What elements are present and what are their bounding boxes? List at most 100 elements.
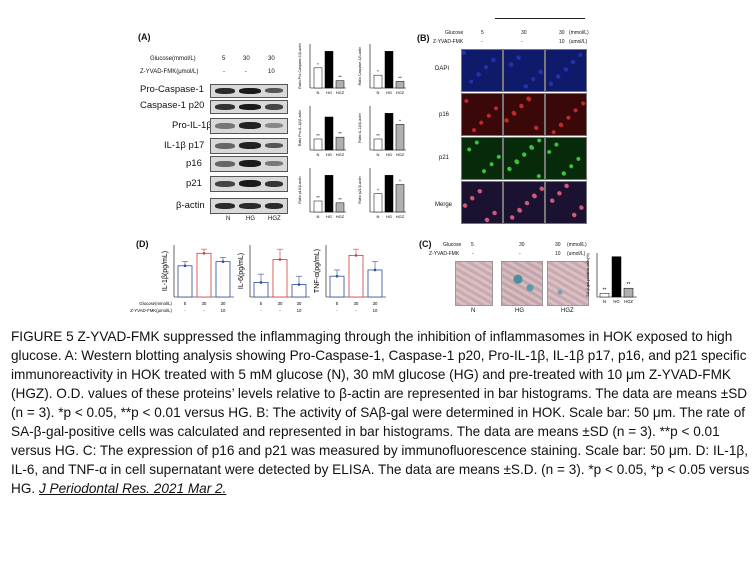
sagal-tick-label: HGZ (624, 299, 633, 304)
panel-c-zyvad-hg: - (519, 251, 521, 257)
mini-chart-3: Ratio IL-1β/β-actin ** N HG * HGZ (358, 106, 406, 157)
significance-marker: ** (376, 133, 380, 138)
panel-c-bar-chart: SA-β-gal-positive cells(%) ** N HG ** HGZ (586, 252, 637, 304)
if-row-label-p21: p21 (439, 155, 450, 161)
sagal-tick-label: N (603, 299, 606, 304)
mini-tick-label: HG (386, 152, 392, 157)
panel-c-glucose-label: Glucose (443, 242, 462, 248)
caption-citation[interactable]: J Periodontal Res. 2021 Mar 2. (38, 481, 227, 496)
sagal-bar-hg (611, 256, 622, 298)
mini-bar-hgz (335, 80, 345, 89)
mini-chart-2: Ratio Pro-IL-1β/β-actin ** N HG ** HGZ (298, 106, 346, 157)
panel-b-glucose-n: 5 (481, 30, 484, 36)
panel-b: (B) Glucose 5 30 30 (mmol/L) Z-YVAD-FMK … (415, 15, 590, 225)
mini-bar-hgz (335, 136, 345, 151)
elisa-ylabel: IL-6(pg/mL) (238, 253, 245, 289)
elisa-bar (253, 282, 269, 298)
panel-b-glucose-hg: 30 (521, 30, 527, 36)
mini-chart-ylabel: Ratio p16/β-actin (298, 176, 302, 203)
panel-b-top-rule (495, 18, 585, 19)
panel-a: (A) Glucose(mmol/L) 5 30 30 Z-YVAD-FMK(μ… (0, 0, 420, 232)
blot-lane-hgz: HGZ (268, 216, 281, 222)
elisa-zyvad-tick: - (184, 308, 186, 313)
wb-label-pro-il-1b: Pro-IL-1β (172, 120, 212, 131)
mini-tick-label: HG (386, 90, 392, 95)
elisa-zyvad-tick: - (203, 308, 205, 313)
elisa-zyvad-tick: 10 (297, 308, 302, 313)
blot-caspase-1-p20 (210, 100, 288, 114)
mini-tick-label: N (317, 152, 320, 157)
mini-chart-ylabel: Ratio Caspase-1/β-actin (358, 47, 362, 86)
mini-bar-hg (384, 51, 394, 89)
panel-c-zyvad-unit: (umol/L) (567, 251, 586, 257)
panel-a-glucose-label: Glucose(mmol/L) (150, 56, 196, 62)
panel-c: (C) Glucose 5 30 30 (mmol/L) Z-YVAD-FMK … (415, 235, 665, 327)
if-image-dapi-1 (461, 49, 503, 92)
if-image-merge-2 (503, 181, 545, 224)
panel-d: (D) IL-1β(pg/mL) Glucose(mmol/L) Z-YVAD-FM… (130, 235, 420, 327)
if-row-label-dapi: DAPI (435, 66, 450, 72)
significance-marker: * (399, 118, 401, 123)
panel-c-glucose-hgz: 30 (555, 242, 561, 248)
wb-label-b-actin: β-actin (176, 200, 205, 211)
mini-tick-label: HG (326, 90, 332, 95)
elisa-point (221, 260, 225, 263)
elisa-point (259, 281, 263, 284)
wb-label-il-1b-p17: IL-1β p17 (164, 140, 205, 151)
mini-chart-5: Ratio p21/β-actin * N HG * HGZ (358, 168, 406, 219)
wb-label-caspase-1-p20: Caspase-1 p20 (140, 100, 205, 111)
blot-pro-caspase-1 (210, 84, 288, 98)
panel-a-zyvad-n: - (223, 69, 225, 75)
significance-marker: * (399, 179, 401, 184)
elisa-zyvad-tick: 10 (221, 308, 226, 313)
blot-p21 (210, 176, 288, 192)
panel-d-label: (D) (136, 239, 149, 249)
elisa-bar (348, 254, 364, 298)
elisa-point (278, 258, 282, 261)
elisa-row-label-glucose: Glucose(mmol/L) (139, 301, 172, 306)
elisa-glucose-tick: 5 (260, 301, 263, 306)
caption-text: FIGURE 5 Z-YVAD-FMK suppressed the infla… (11, 329, 750, 496)
mini-tick-label: HGZ (396, 152, 405, 157)
elisa-glucose-tick: 30 (278, 301, 283, 306)
mini-tick-label: HG (326, 152, 332, 157)
panel-b-glucose-label: Glucose (445, 30, 464, 36)
elisa-row-label-zyvad: Z-YVAD-FMK(μmol/L) (130, 308, 172, 313)
sagal-marker: ** (627, 282, 631, 288)
if-image-dapi-3 (545, 49, 587, 92)
significance-marker: * (377, 188, 379, 193)
if-image-grid (461, 49, 587, 225)
panel-c-glucose-unit: (mmol/L) (567, 242, 587, 248)
mini-tick-label: N (377, 152, 380, 157)
mini-bar-n (313, 200, 323, 213)
panel-c-glucose-hg: 30 (519, 242, 525, 248)
elisa-glucose-tick: 5 (336, 301, 339, 306)
mini-bar-n (313, 138, 323, 151)
elisa-zyvad-tick: - (260, 308, 262, 313)
sagal-marker: ** (603, 287, 607, 293)
sagal-bar-hgz (623, 287, 634, 298)
elisa-glucose-tick: 30 (373, 301, 378, 306)
wb-label-p21: p21 (186, 178, 202, 189)
mini-bar-hg (384, 113, 394, 151)
panel-c-zyvad-hgz: 10 (555, 251, 561, 257)
mini-tick-label: HGZ (336, 152, 345, 157)
panel-b-zyvad-unit: (umol/L) (569, 39, 588, 45)
mini-bar-hgz (395, 81, 405, 89)
panel-b-glucose-hgz: 30 (559, 30, 565, 36)
mini-tick-label: HGZ (336, 90, 345, 95)
if-image-p16-1 (461, 93, 503, 136)
mini-tick-label: N (377, 90, 380, 95)
sagal-tick-label: HG (613, 299, 619, 304)
mini-chart-ylabel: Ratio Pro-Caspase-1/β-actin (298, 43, 302, 88)
elisa-bar (215, 261, 231, 298)
mini-chart-4: Ratio p16/β-actin ** N HG ** HGZ (298, 168, 346, 219)
significance-marker: ** (398, 75, 402, 80)
panel-b-zyvad-label: Z-YVAD-FMK (433, 39, 464, 45)
mini-tick-label: HG (386, 214, 392, 219)
panel-a-glucose-hgz: 30 (268, 56, 275, 62)
elisa-point (297, 283, 301, 286)
mini-chart-0: Ratio Pro-Caspase-1/β-actin * N HG ** HGZ (298, 43, 346, 95)
panel-b-zyvad-n: - (481, 39, 483, 45)
if-row-label-merge: Merge (435, 202, 453, 208)
